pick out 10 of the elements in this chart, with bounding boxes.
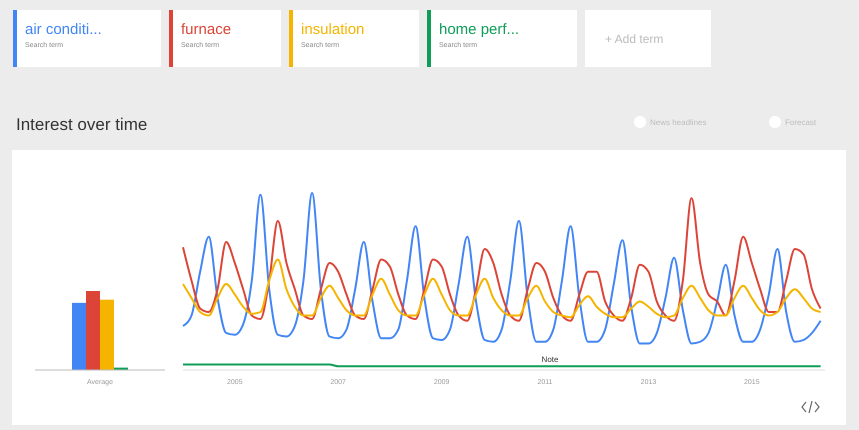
text: air conditi...	[25, 21, 102, 38]
text: furnace	[181, 21, 232, 38]
text: insulation	[301, 21, 364, 38]
bar	[100, 300, 114, 370]
chart-title: Interest over time	[16, 115, 148, 134]
bar	[86, 291, 100, 370]
bar	[72, 302, 86, 370]
text: home perf...	[439, 21, 520, 38]
text: + Add term	[605, 32, 664, 46]
annotation: Note	[542, 355, 559, 364]
